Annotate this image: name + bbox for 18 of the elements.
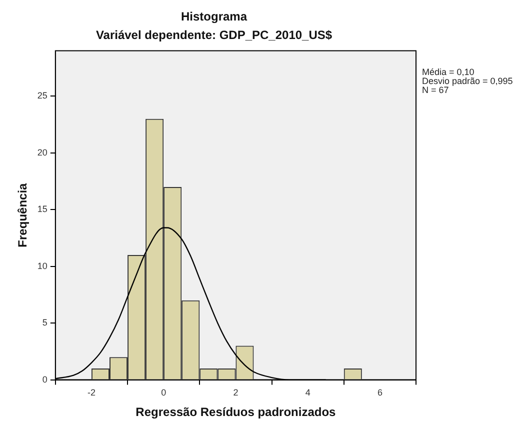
x-tick-label: 6 bbox=[377, 388, 382, 398]
x-tick-label: 2 bbox=[233, 388, 238, 398]
x-axis-title: Regressão Resíduos padronizados bbox=[136, 405, 336, 420]
y-tick-label: 25 bbox=[37, 90, 48, 101]
y-tick-label: 20 bbox=[37, 147, 48, 158]
y-tick-label: 10 bbox=[37, 260, 48, 271]
y-tick-label: 0 bbox=[42, 374, 48, 384]
chart-subtitle: Variável dependente: GDP_PC_2010_US$ bbox=[96, 28, 332, 42]
y-axis-title: Frequência bbox=[16, 182, 30, 248]
text: Desvio padrão = 0,995 bbox=[422, 76, 513, 86]
chart-title: Histograma bbox=[180, 10, 248, 24]
y-tick-label: 15 bbox=[37, 204, 48, 214]
text: N = 67 bbox=[422, 84, 449, 95]
y-tick-label: 5 bbox=[42, 318, 48, 328]
x-tick-label: 0 bbox=[161, 388, 166, 398]
text: Média = 0,10 bbox=[422, 66, 474, 77]
x-tick-label: 4 bbox=[305, 388, 310, 398]
x-tick-label: -2 bbox=[87, 388, 96, 398]
